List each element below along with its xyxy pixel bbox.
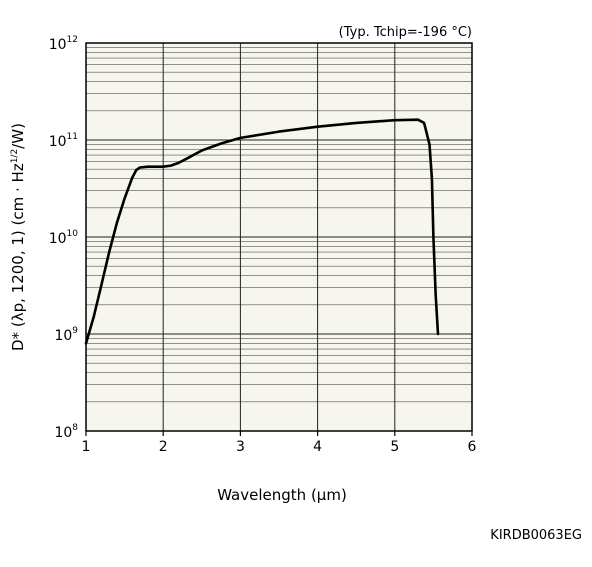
detectivity-curve	[84, 118, 440, 345]
figure-code: KIRDB0063EG	[490, 528, 582, 543]
minor-gridlines	[86, 47, 472, 403]
x-tick-label: 2	[159, 439, 168, 455]
plot-frame	[85, 42, 473, 432]
x-tick-label: 1	[82, 439, 91, 455]
y-axis-ticks: 108 109 1010 1011 1012	[49, 35, 79, 441]
x-axis-label: Wavelength (µm)	[217, 486, 347, 504]
y-tick-label: 1012	[49, 35, 78, 53]
major-gridlines	[86, 43, 472, 431]
x-tick-label: 5	[390, 439, 399, 455]
y-tick-label: 108	[54, 423, 78, 441]
x-tick-label: 4	[313, 439, 322, 455]
x-tick-label: 6	[468, 439, 477, 455]
condition-annotation: (Typ. Tchip=-196 °C)	[339, 25, 472, 40]
x-tick-label: 3	[236, 439, 245, 455]
y-tick-label: 109	[54, 326, 78, 344]
x-axis-ticks: 1 2 3 4 5 6	[82, 431, 477, 455]
y-tick-label: 1010	[49, 229, 79, 247]
y-tick-label: 1011	[49, 132, 78, 150]
y-axis-label: D* (λp, 1200, 1) (cm · Hz1/2/W)	[9, 123, 27, 351]
